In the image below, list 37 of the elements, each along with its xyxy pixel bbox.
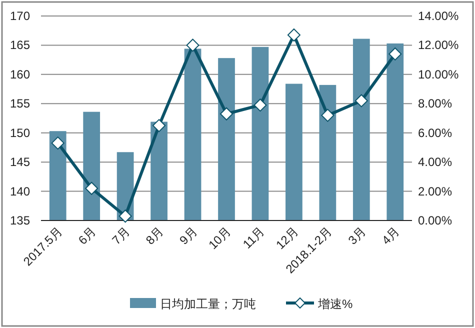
y-tick-label: 165: [10, 38, 30, 52]
x-tick-label: 6月: [76, 224, 99, 248]
x-tick-label: 11月: [240, 224, 268, 252]
legend-label: 增速%: [317, 297, 353, 311]
y-tick-label: 155: [10, 96, 30, 111]
y2-tick-label: 6.00%: [418, 126, 452, 140]
y2-tick-label: 4.00%: [418, 155, 452, 170]
x-tick-label: 8月: [143, 224, 166, 248]
x-tick-label: 3月: [345, 224, 369, 248]
point: [388, 47, 402, 60]
y2-tick-label: 10.00%: [418, 67, 460, 82]
point: [152, 119, 166, 132]
y2-tick-label: 0.00%: [418, 214, 452, 228]
point: [354, 94, 368, 108]
y-tick-label: 135: [10, 214, 30, 228]
x-tick-label: 10月: [206, 224, 234, 252]
point: [254, 98, 267, 112]
x-tick-label: 7月: [109, 224, 132, 248]
point: [85, 182, 98, 195]
x-tick-label: 4月: [379, 224, 402, 248]
y2-tick-label: 12.00%: [418, 38, 460, 52]
point: [118, 210, 132, 223]
point: [186, 38, 200, 52]
y-tick-label: 145: [10, 155, 30, 170]
y2-tick-label: 14.00%: [418, 9, 460, 23]
x-tick-label: 9月: [176, 224, 200, 248]
point: [51, 136, 64, 150]
y2-tick-label: 8.00%: [418, 96, 452, 111]
y-tick-label: 170: [10, 9, 30, 23]
y-tick-label: 150: [10, 126, 30, 140]
point: [321, 108, 334, 122]
legend-label: 日均加工量；万吨: [160, 297, 256, 311]
y2-tick-label: 2.00%: [418, 184, 452, 198]
point: [287, 28, 300, 42]
point: [220, 107, 233, 120]
y-tick-label: 140: [10, 184, 30, 198]
y-tick-label: 160: [10, 67, 30, 82]
